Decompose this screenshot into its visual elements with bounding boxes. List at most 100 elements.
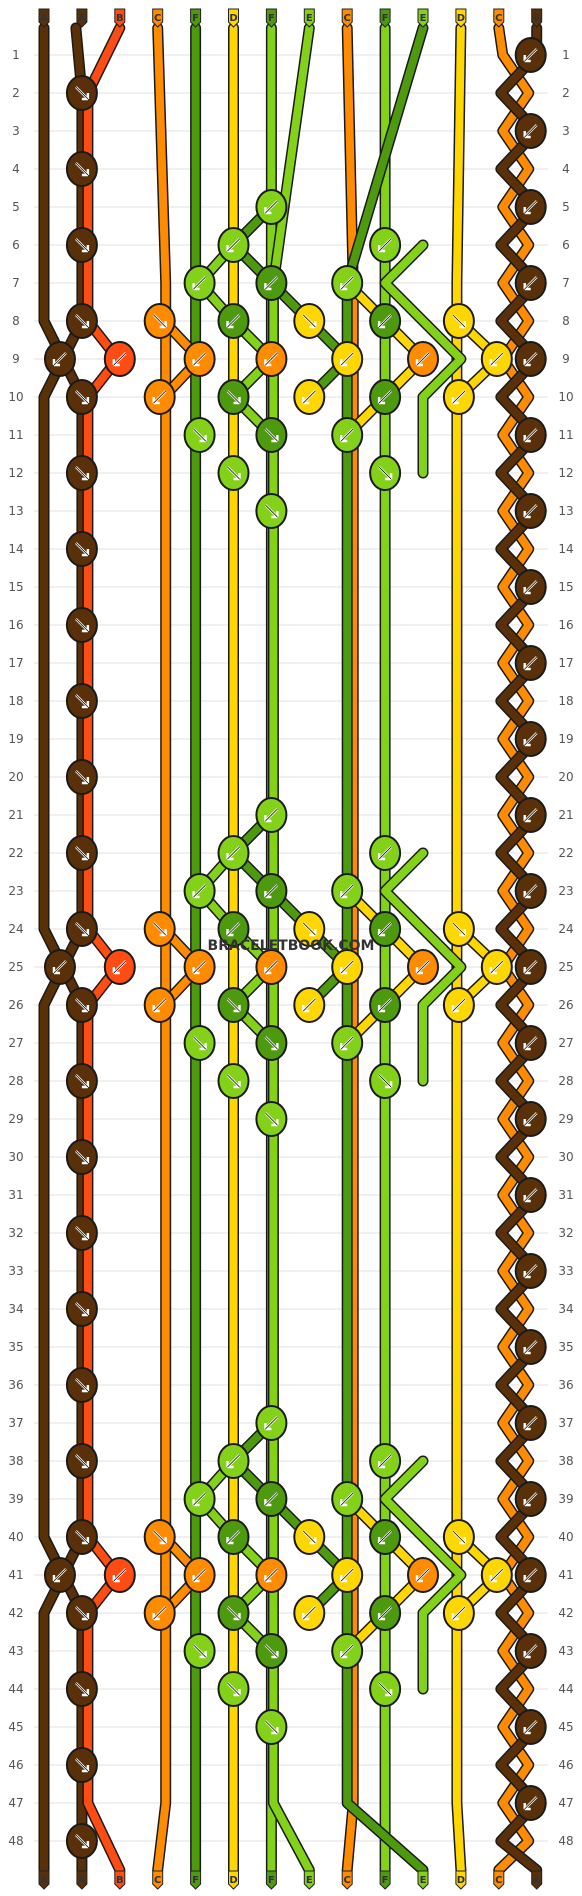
knot-arrow-outline	[340, 960, 354, 974]
strand-start-marker	[455, 8, 467, 28]
strand-start-marker	[531, 8, 543, 28]
knot-arrow-outline	[340, 1644, 354, 1658]
knot-arrowhead	[523, 663, 531, 671]
strand-letter: C	[344, 13, 351, 24]
row-number-right: 47	[558, 1796, 573, 1810]
knot	[65, 987, 98, 1023]
strand-letter: D	[229, 13, 237, 24]
knot	[217, 303, 250, 339]
knot-arrowhead	[523, 1043, 531, 1051]
knot	[514, 113, 547, 149]
knot-arrow-outline	[265, 352, 278, 366]
knot-arrow-outline	[153, 922, 166, 936]
knot-arrow-outline	[227, 1682, 240, 1696]
knot-arrow-outline	[378, 238, 392, 252]
knot	[331, 1557, 364, 1593]
strand-start-marker	[493, 8, 505, 28]
knot-arrowhead	[377, 853, 386, 861]
knot	[217, 1063, 250, 1099]
strand-start-marker	[190, 8, 202, 28]
knot-arrowhead	[523, 739, 531, 747]
knot	[480, 341, 513, 377]
row-number-left: 5	[12, 200, 20, 214]
knot-arrowhead	[81, 473, 90, 481]
row-number-left: 32	[8, 1226, 23, 1240]
knot	[143, 911, 176, 947]
knot-arrowhead	[159, 929, 167, 937]
knot-arrow-outline	[340, 884, 354, 898]
row-number-right: 18	[558, 694, 573, 708]
knot	[255, 341, 288, 377]
knot-arrow-outline	[227, 1454, 240, 1468]
knot-arrowhead	[385, 1081, 393, 1089]
knot	[293, 1595, 326, 1631]
knot-arrowhead	[523, 1271, 531, 1279]
row-number-left: 28	[8, 1074, 23, 1088]
knot-arrow-outline	[524, 200, 537, 214]
knot-arrowhead	[81, 93, 90, 101]
knot	[331, 341, 364, 377]
knot-arrowhead	[458, 1537, 467, 1545]
knot-arrow-outline	[75, 770, 89, 784]
knot-arrow-outline	[227, 314, 240, 328]
knot	[369, 1443, 402, 1479]
knot-arrowhead	[81, 625, 90, 633]
knot-arrowhead	[385, 1689, 393, 1697]
knot-arrow-outline	[265, 960, 278, 974]
knot-arrow-outline	[378, 1530, 392, 1544]
knot-arrow-outline	[193, 884, 206, 898]
knot-arrowhead	[340, 1043, 348, 1051]
knot	[442, 379, 475, 415]
strand-start-marker	[76, 8, 88, 28]
knot	[369, 1671, 402, 1707]
row-number-right: 26	[558, 998, 573, 1012]
knot	[143, 1519, 176, 1555]
knot	[65, 911, 98, 947]
strand-start-marker	[303, 8, 315, 28]
row-number-left: 11	[8, 428, 23, 442]
knot-arrow-outline	[378, 1074, 392, 1088]
row-number-left: 44	[8, 1682, 23, 1696]
knot-arrow-outline	[303, 922, 316, 936]
knot-arrowhead	[302, 1005, 310, 1013]
knot	[183, 1025, 216, 1061]
knot	[183, 1633, 216, 1669]
knot	[65, 1367, 98, 1403]
knot-arrowhead	[415, 359, 423, 367]
knot-arrow-outline	[193, 428, 206, 442]
knot-arrowhead	[233, 397, 241, 405]
knot-arrow-outline	[227, 466, 240, 480]
knot	[255, 493, 288, 529]
knot	[65, 1443, 98, 1479]
knot	[293, 1519, 326, 1555]
knot-arrowhead	[152, 1613, 160, 1621]
strand-start-marker	[228, 8, 239, 28]
knot	[514, 797, 547, 833]
knot	[65, 1139, 98, 1175]
knot	[65, 759, 98, 795]
knot-arrowhead	[340, 891, 348, 899]
strand-letter: C	[154, 1875, 161, 1886]
knot-arrowhead	[523, 207, 531, 215]
strand-end-marker	[114, 1870, 126, 1890]
knot-arrowhead	[81, 245, 90, 253]
knot-arrow-outline	[193, 1568, 206, 1582]
knot-arrow-outline	[416, 1568, 430, 1582]
row-number-right: 33	[558, 1264, 573, 1278]
strand-letter: C	[154, 13, 161, 24]
knot-arrow-outline	[524, 276, 537, 290]
knot	[65, 1215, 98, 1251]
knot-arrow-outline	[340, 276, 354, 290]
knot-arrow-outline	[265, 1416, 278, 1430]
knot-arrow-outline	[153, 314, 166, 328]
knot-arrow-outline	[193, 1644, 206, 1658]
knot-arrowhead	[523, 1119, 531, 1127]
row-number-left: 37	[8, 1416, 23, 1430]
row-number-left: 1	[12, 48, 20, 62]
knot-arrowhead	[489, 967, 497, 975]
knot-arrowhead	[271, 1119, 279, 1127]
knot-arrow-outline	[524, 48, 537, 62]
knot-arrowhead	[489, 359, 497, 367]
knot-arrowhead	[226, 929, 234, 937]
knot	[255, 417, 288, 453]
